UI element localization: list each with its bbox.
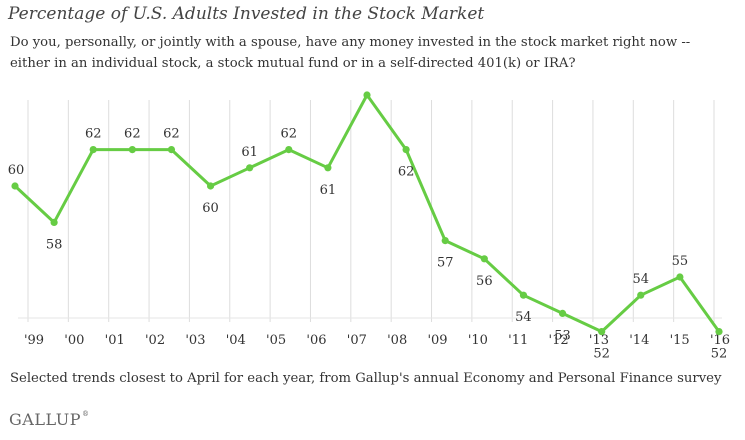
data-label: 55: [672, 254, 689, 269]
data-label: 57: [437, 256, 454, 271]
data-label: 53: [554, 328, 571, 343]
data-point: [246, 164, 254, 172]
x-tick-label: '13: [589, 333, 609, 348]
x-tick-label: '12: [549, 333, 569, 348]
x-tick-label: '05: [266, 333, 286, 348]
data-point: [558, 309, 567, 317]
data-label: 62: [281, 127, 298, 142]
data-point: [285, 146, 293, 154]
data-label: 62: [85, 127, 102, 142]
data-point: [11, 182, 19, 190]
data-point: [363, 91, 371, 99]
data-point: [402, 146, 410, 154]
x-tick-label: '03: [185, 333, 205, 348]
data-point: [480, 255, 488, 263]
x-tick-label: '01: [105, 333, 125, 348]
data-point: [519, 291, 528, 299]
x-tick-label: '08: [387, 333, 407, 348]
gallup-logo: GALLUP®: [9, 410, 89, 429]
x-tick-label: '06: [306, 333, 326, 348]
data-point: [89, 146, 97, 154]
x-tick-label: '00: [64, 333, 84, 348]
data-label: 61: [241, 145, 258, 160]
data-point: [50, 218, 58, 226]
data-label: 54: [633, 272, 650, 287]
data-label: 62: [163, 127, 180, 142]
data-point: [167, 146, 176, 154]
chart-subtitle: Do you, personally, or jointly with a sp…: [10, 35, 691, 71]
data-label: 52: [593, 347, 610, 360]
x-tick-label: '16: [710, 333, 730, 348]
data-label: 61: [320, 183, 337, 198]
data-point: [324, 164, 332, 172]
data-point: [637, 291, 645, 299]
data-label: 56: [476, 274, 493, 289]
data-label: 52: [711, 347, 728, 360]
x-tick-label: '04: [226, 333, 246, 348]
x-tick-label: '11: [508, 333, 528, 348]
line-chart: '99 '00 '01 '02 '03 '04 '05 '06 '07 '08 '09 '10 '11 '…: [8, 91, 730, 360]
data-label: 62: [124, 127, 141, 142]
x-tick-label: '99: [24, 333, 44, 348]
x-tick-label: '10: [468, 333, 488, 348]
data-label: 60: [202, 201, 219, 216]
data-point: [206, 182, 215, 190]
data-point: [676, 273, 684, 281]
data-point: [598, 328, 606, 336]
data-point: [715, 328, 723, 336]
x-tick-label: '15: [670, 333, 690, 348]
data-label: 60: [8, 163, 25, 178]
data-label: 58: [46, 237, 63, 252]
x-tick-label: '09: [427, 333, 447, 348]
series-line: [13, 93, 721, 334]
registered-mark: ®: [81, 410, 90, 418]
x-tick-label: '02: [145, 333, 165, 348]
data-point: [441, 237, 449, 245]
x-tick-label: '07: [347, 333, 367, 348]
data-point: [128, 146, 136, 154]
logo-text: GALLUP: [9, 410, 81, 429]
data-label: 54: [515, 310, 532, 325]
data-label: 62: [398, 165, 415, 180]
x-tick-label: '14: [629, 333, 649, 348]
chart-title: Percentage of U.S. Adults Invested in th…: [8, 4, 485, 24]
footnote: Selected trends closest to April for eac…: [10, 371, 722, 386]
